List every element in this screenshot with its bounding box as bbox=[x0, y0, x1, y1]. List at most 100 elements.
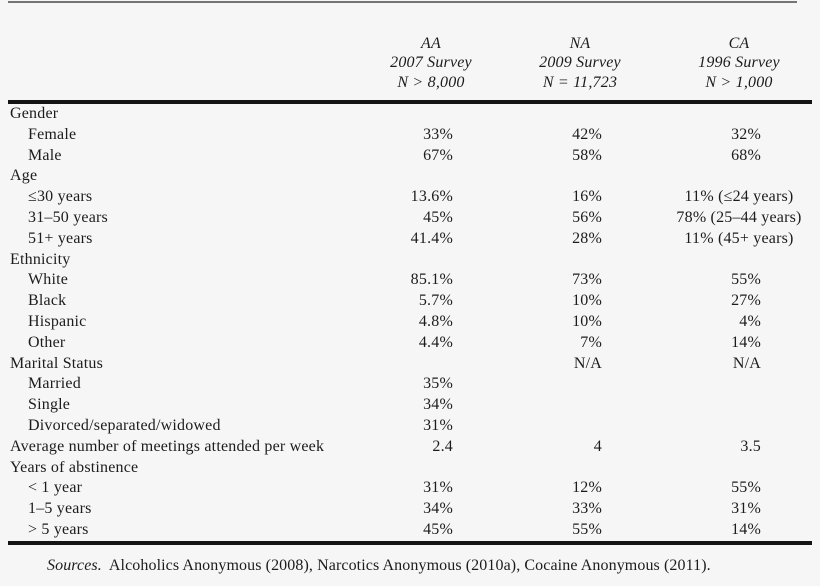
col-ca-name: CA bbox=[728, 34, 750, 52]
cell-value bbox=[494, 458, 666, 479]
value-text: 14% bbox=[731, 333, 761, 351]
cell-value: 55% bbox=[666, 478, 812, 499]
cell-value: 2.4 bbox=[368, 437, 494, 458]
cell-value: 32% bbox=[666, 125, 812, 146]
row-label: Married bbox=[28, 375, 81, 393]
value-text: 31% bbox=[731, 500, 761, 518]
header-row: AA 2007 Survey N > 8,000 NA 2009 Survey … bbox=[8, 4, 812, 104]
value-text: 10% bbox=[572, 292, 602, 310]
table-row: Black 5.7% 10% 27% bbox=[8, 291, 812, 312]
table-row: Age bbox=[8, 166, 812, 187]
col-na-n: N = 11,723 bbox=[542, 73, 618, 91]
cell-value: 5.7% bbox=[368, 291, 494, 312]
cell-value bbox=[494, 250, 666, 271]
row-label: White bbox=[28, 271, 69, 289]
table-row: Female 33% 42% 32% bbox=[8, 125, 812, 146]
value-text: 2.4 bbox=[432, 437, 453, 455]
header-col-ca: CA 1996 Survey N > 1,000 bbox=[666, 4, 812, 104]
cell-value: 41.4% bbox=[368, 229, 494, 250]
value-text: 31% bbox=[423, 479, 453, 497]
cell-value: 33% bbox=[368, 125, 494, 146]
value-text: 42% bbox=[572, 125, 602, 143]
row-label: Divorced/separated/widowed bbox=[28, 416, 221, 434]
cell-value bbox=[666, 416, 812, 437]
cell-value: 35% bbox=[368, 374, 494, 395]
row-label: Ethnicity bbox=[10, 250, 71, 268]
value-text: 68% bbox=[731, 146, 761, 164]
value-text: 34% bbox=[423, 500, 453, 518]
cell-value: 14% bbox=[666, 519, 812, 545]
cell-value: N/A bbox=[494, 354, 666, 375]
value-text: 13.6% bbox=[410, 188, 453, 206]
table-row: 31–50 years 45% 56% 78% (25–44 years) bbox=[8, 208, 812, 229]
survey-comparison-table: AA 2007 Survey N > 8,000 NA 2009 Survey … bbox=[8, 4, 812, 545]
value-text: N/A bbox=[573, 354, 602, 372]
row-label: Hispanic bbox=[28, 312, 87, 330]
cell-value: 28% bbox=[494, 229, 666, 250]
sources-text: Alcoholics Anonymous (2008), Narcotics A… bbox=[108, 557, 711, 574]
table-row: White 85.1% 73% 55% bbox=[8, 270, 812, 291]
col-aa-survey: 2007 Survey bbox=[390, 54, 472, 71]
cell-value: 10% bbox=[494, 291, 666, 312]
table-row: Married 35% bbox=[8, 374, 812, 395]
value-text: 33% bbox=[423, 125, 453, 143]
value-text: 56% bbox=[572, 208, 602, 226]
value-text: 4 bbox=[593, 437, 602, 455]
col-ca-n: N > 1,000 bbox=[705, 73, 773, 91]
cell-value: 73% bbox=[494, 270, 666, 291]
cell-value: 42% bbox=[494, 125, 666, 146]
table-body: Gender Female 33% 42% 32% Male 67% 58% 68% Age ≤30… bbox=[8, 102, 812, 545]
row-label: Age bbox=[10, 167, 38, 185]
row-label: Other bbox=[28, 333, 66, 351]
cell-value: 31% bbox=[368, 416, 494, 437]
cell-value bbox=[494, 102, 666, 125]
table-row: Average number of meetings attended per … bbox=[8, 437, 812, 458]
cell-value bbox=[666, 458, 812, 479]
row-label: < 1 year bbox=[28, 479, 83, 497]
cell-value: 13.6% bbox=[368, 187, 494, 208]
value-text: 34% bbox=[423, 396, 453, 414]
cell-value: 27% bbox=[666, 291, 812, 312]
table-row: Single 34% bbox=[8, 395, 812, 416]
table-row: 51+ years 41.4% 28% 11% (45+ years) bbox=[8, 229, 812, 250]
cell-value bbox=[368, 458, 494, 479]
table-header: AA 2007 Survey N > 8,000 NA 2009 Survey … bbox=[8, 4, 812, 104]
row-label: Female bbox=[28, 125, 77, 143]
value-text: 5.7% bbox=[418, 292, 453, 310]
cell-value: 4 bbox=[494, 437, 666, 458]
row-label: Male bbox=[28, 146, 62, 164]
value-text: 58% bbox=[572, 146, 602, 164]
cell-value: 67% bbox=[368, 146, 494, 167]
table-row: Hispanic 4.8% 10% 4% bbox=[8, 312, 812, 333]
value-text: 7% bbox=[580, 333, 602, 351]
cell-value: 4.4% bbox=[368, 333, 494, 354]
value-text: 4.4% bbox=[418, 333, 453, 351]
value-text: 27% bbox=[731, 292, 761, 310]
cell-value: 14% bbox=[666, 333, 812, 354]
cell-value bbox=[666, 166, 812, 187]
value-text: 4% bbox=[739, 312, 761, 330]
table-top-rule bbox=[8, 1, 797, 3]
cell-value: 45% bbox=[368, 208, 494, 229]
table-row: Ethnicity bbox=[8, 250, 812, 271]
value-text: 4.8% bbox=[418, 312, 453, 330]
value-text: 28% bbox=[572, 229, 602, 247]
value-text: 55% bbox=[731, 271, 761, 289]
row-label: 1–5 years bbox=[28, 500, 92, 518]
sources-label: Sources. bbox=[47, 557, 102, 574]
value-text: 12% bbox=[572, 479, 602, 497]
table-row: ≤30 years 13.6% 16% 11% (≤24 years) bbox=[8, 187, 812, 208]
table-row: > 5 years 45% 55% 14% bbox=[8, 519, 812, 545]
cell-value bbox=[494, 416, 666, 437]
cell-value: 55% bbox=[494, 519, 666, 545]
cell-value bbox=[666, 395, 812, 416]
cell-value: 33% bbox=[494, 499, 666, 520]
value-text: 32% bbox=[731, 125, 761, 143]
cell-value: 4% bbox=[666, 312, 812, 333]
cell-value: 7% bbox=[494, 333, 666, 354]
value-text: 55% bbox=[572, 520, 602, 538]
cell-value bbox=[666, 102, 812, 125]
value-text: 14% bbox=[731, 520, 761, 538]
header-label-cell bbox=[8, 4, 368, 104]
